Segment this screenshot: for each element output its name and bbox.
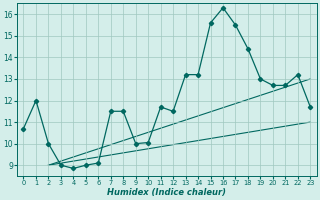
X-axis label: Humidex (Indice chaleur): Humidex (Indice chaleur) — [108, 188, 226, 197]
